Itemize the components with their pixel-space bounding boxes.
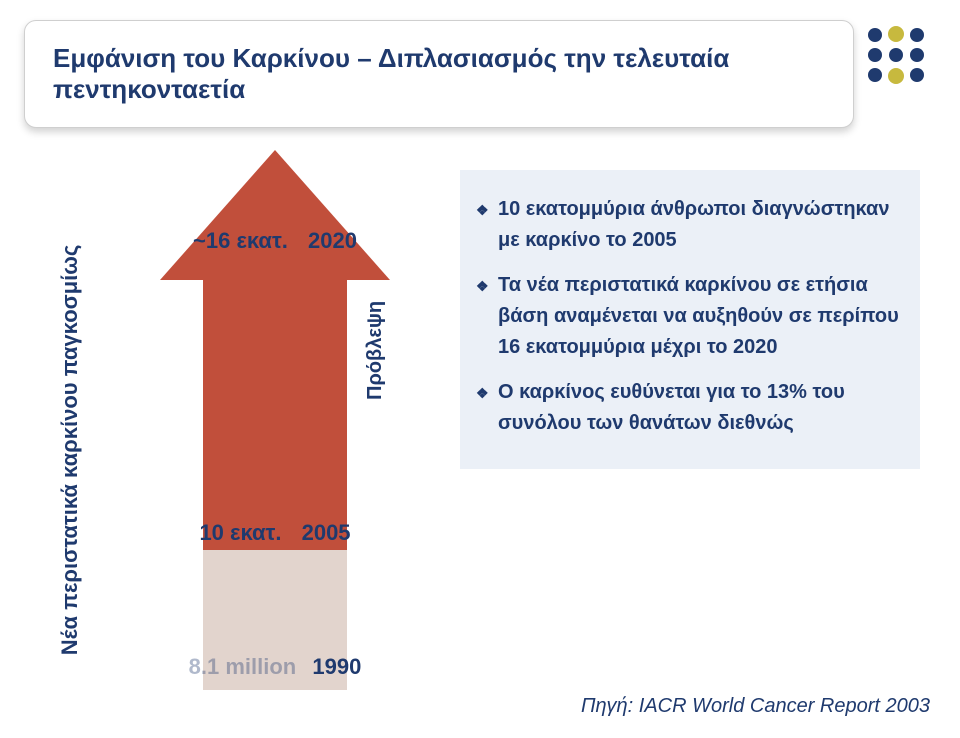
left-column: Νέα περιστατικά καρκίνου παγκοσμίως ~16 … xyxy=(60,150,420,710)
bullet-item: ❖ Ο καρκίνος ευθύνεται για το 13% του συ… xyxy=(476,377,904,439)
arrow-body-top xyxy=(203,280,347,550)
logo-dot-icon xyxy=(868,68,882,82)
arrow-mid-value: 10 εκατ. xyxy=(199,520,281,545)
source-name: IACR World Cancer Report 2003 xyxy=(639,695,930,717)
title-banner: Εμφάνιση του Καρκίνου – Διπλασιασμός την… xyxy=(24,20,854,128)
logo-dot-icon xyxy=(910,48,924,62)
forecast-label: Πρόβλεψη xyxy=(364,301,387,400)
bullet-item: ❖ Τα νέα περιστατικά καρκίνου σε ετήσια … xyxy=(476,270,904,363)
arrow-bot-value: 8.1 million xyxy=(189,654,297,679)
arrow-label-mid: 10 εκατ. 2005 xyxy=(160,520,390,546)
arrow-label-bot: 8.1 million 1990 xyxy=(160,654,390,680)
bullet-glyph-icon: ❖ xyxy=(476,383,498,405)
source-line: Πηγή: IACR World Cancer Report 2003 xyxy=(581,695,930,718)
logo-dot-icon xyxy=(889,48,903,62)
arrow-up-icon: ~16 εκατ. 2020 10 εκατ. 2005 8.1 million… xyxy=(160,150,390,690)
logo-dot-icon xyxy=(910,28,924,42)
logo-dots xyxy=(868,26,924,84)
arrow-top-year: 2020 xyxy=(308,228,357,253)
bullet-item: ❖ 10 εκατομμύρια άνθρωποι διαγνώστηκαν μ… xyxy=(476,194,904,256)
logo-dot-icon xyxy=(910,68,924,82)
arrow-head xyxy=(160,150,390,280)
logo-dot-icon xyxy=(868,48,882,62)
arrow-bot-year: 1990 xyxy=(312,654,361,679)
bullet-text: 10 εκατομμύρια άνθρωποι διαγνώστηκαν με … xyxy=(498,194,904,256)
page-title: Εμφάνιση του Καρκίνου – Διπλασιασμός την… xyxy=(53,43,825,105)
bullet-glyph-icon: ❖ xyxy=(476,200,498,222)
source-prefix: Πηγή: xyxy=(581,695,639,717)
arrow-top-value: ~16 εκατ. xyxy=(193,228,288,253)
arrow-mid-year: 2005 xyxy=(302,520,351,545)
bullet-glyph-icon: ❖ xyxy=(476,276,498,298)
logo-dot-icon xyxy=(868,28,882,42)
logo-dot-icon xyxy=(888,26,904,42)
bullet-text: Τα νέα περιστατικά καρκίνου σε ετήσια βά… xyxy=(498,270,904,363)
logo-dot-icon xyxy=(888,68,904,84)
bullets-panel: ❖ 10 εκατομμύρια άνθρωποι διαγνώστηκαν μ… xyxy=(460,170,920,469)
arrow-label-top: ~16 εκατ. 2020 xyxy=(160,228,390,254)
bullet-text: Ο καρκίνος ευθύνεται για το 13% του συνό… xyxy=(498,377,904,439)
y-axis-label: Νέα περιστατικά καρκίνου παγκοσμίως xyxy=(57,245,83,656)
